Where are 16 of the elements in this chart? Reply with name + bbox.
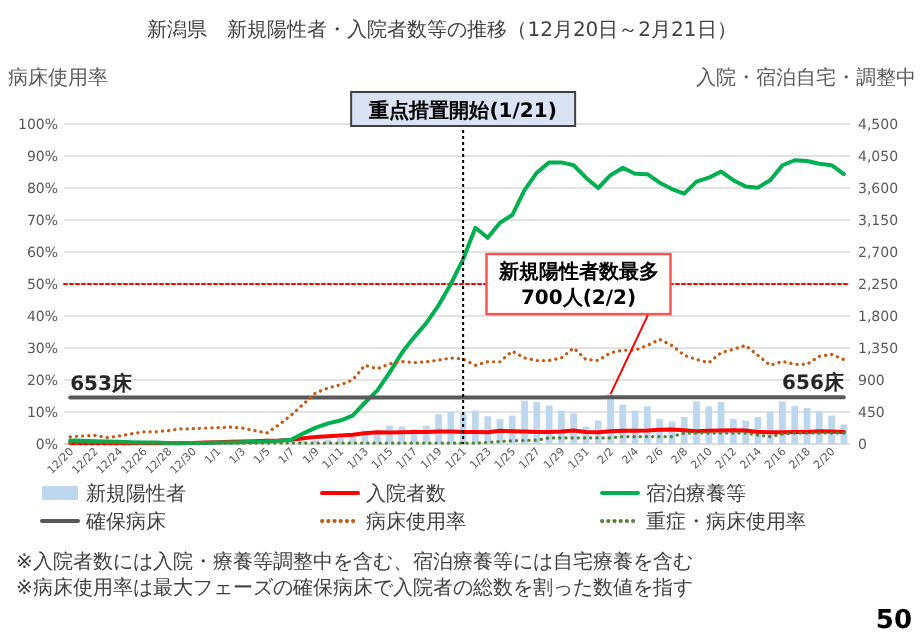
legend-label: 新規陽性者: [86, 482, 186, 506]
chart-title: 新潟県 新規陽性者・入院者数等の推移（12月20日～2月21日）: [147, 18, 737, 42]
y2-axis-title: 入院・宿泊自宅・調整中: [696, 66, 916, 90]
y-axis-title: 病床使用率: [8, 66, 108, 90]
legend-label: 病床使用率: [366, 510, 466, 534]
data-label: 656床: [782, 371, 846, 396]
text: ※入院者数には入院・療養等調整中を含む、宿泊療養等には自宅療養を含む: [16, 550, 693, 574]
text: ※病床使用率は最大フェーズの確保病床で入院者の総数を割った数値を指す: [16, 576, 693, 600]
ref-line-label: 重点措置開始(1/21): [367, 99, 557, 123]
data-label: 653床: [70, 371, 134, 396]
legend-label: 入院者数: [366, 482, 446, 506]
annotation: 新規陽性者数最多700人(2/2): [496, 260, 659, 311]
legend-label: 宿泊療養等: [646, 482, 746, 506]
legend-label: 確保病床: [84, 510, 166, 534]
text: 50: [875, 606, 912, 636]
legend-label: 重症・病床使用率: [646, 510, 806, 534]
